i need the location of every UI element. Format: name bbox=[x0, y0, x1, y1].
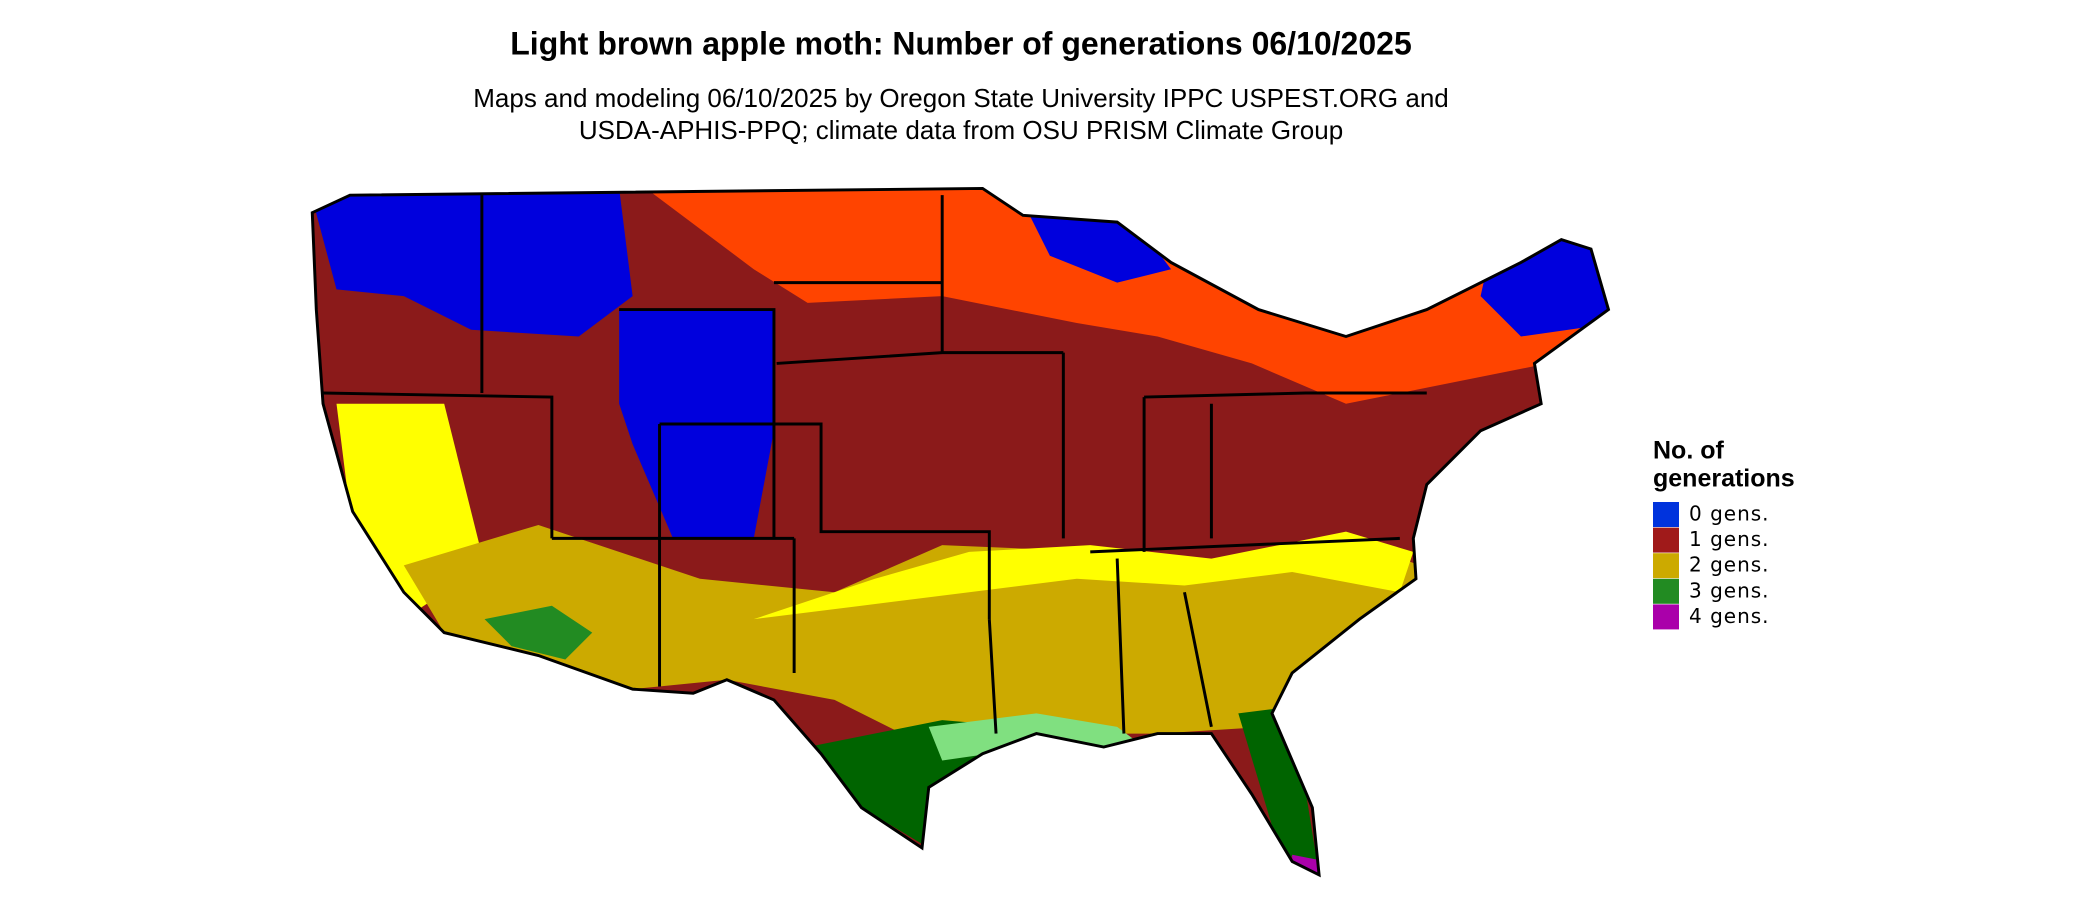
legend-label: 1 gens. bbox=[1689, 527, 1770, 551]
map-subtitle: USDA-APHIS-PPQ; climate data from OSU PR… bbox=[579, 115, 1343, 145]
legend-swatch bbox=[1653, 502, 1679, 527]
legend-label: 0 gens. bbox=[1689, 502, 1770, 526]
legend-label: 2 gens. bbox=[1689, 553, 1770, 577]
legend-title: generations bbox=[1653, 465, 1795, 493]
map-subtitle: Maps and modeling 06/10/2025 by Oregon S… bbox=[473, 83, 1449, 113]
map-title: Light brown apple moth: Number of genera… bbox=[510, 25, 1411, 61]
legend-swatch bbox=[1653, 527, 1679, 553]
legend-title: No. of bbox=[1653, 437, 1724, 465]
legend-label: 3 gens. bbox=[1689, 578, 1770, 602]
legend-swatch bbox=[1653, 578, 1679, 604]
legend-swatch bbox=[1653, 604, 1679, 630]
legend: No. of generations 0 gens.1 gens.2 gens.… bbox=[1653, 437, 1795, 630]
legend-label: 4 gens. bbox=[1689, 604, 1770, 628]
us-map bbox=[310, 186, 1611, 878]
legend-swatch bbox=[1653, 553, 1679, 579]
